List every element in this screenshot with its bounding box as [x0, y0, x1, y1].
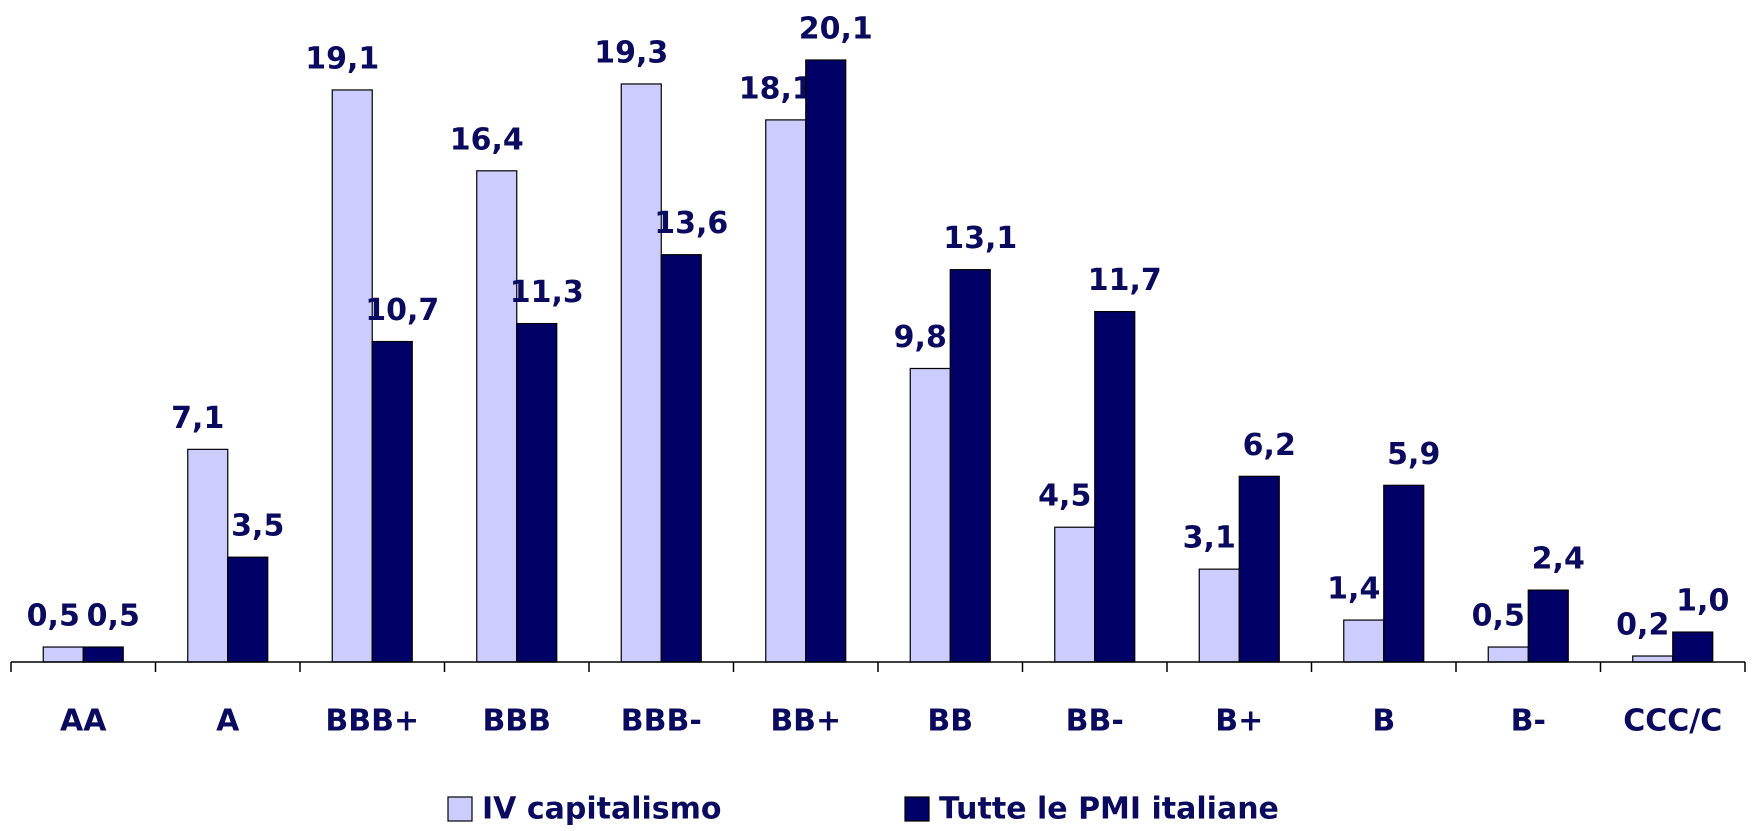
bar	[805, 59, 847, 663]
data-label: 9,8	[894, 320, 947, 355]
legend-label: IV capitalismo	[482, 792, 722, 827]
bar	[909, 367, 951, 663]
data-label: 0,5	[27, 599, 80, 634]
bar	[660, 254, 702, 663]
x-tick-label: CCC/C	[1623, 704, 1722, 739]
data-label: 2,4	[1532, 542, 1585, 577]
x-tick-label: BBB	[482, 704, 551, 739]
bar	[516, 322, 558, 663]
data-label: 20,1	[799, 12, 873, 47]
data-label: 18,1	[739, 71, 813, 106]
x-tick-label: BBB+	[325, 704, 419, 739]
bar	[1632, 655, 1674, 663]
bar	[1238, 475, 1280, 663]
bar	[42, 646, 84, 663]
data-label: 19,1	[305, 41, 379, 76]
data-label: 13,1	[943, 221, 1017, 256]
bar	[1343, 619, 1385, 663]
data-label: 13,6	[654, 206, 728, 241]
data-label: 11,3	[510, 275, 584, 310]
data-label: 0,5	[87, 599, 140, 634]
bar	[1527, 589, 1569, 663]
bar	[1094, 310, 1136, 663]
data-label: 0,5	[1472, 599, 1525, 634]
x-tick-label: BB+	[770, 704, 841, 739]
x-tick-label: A	[216, 704, 240, 739]
bar	[227, 556, 269, 663]
bar	[187, 448, 229, 663]
data-label: 7,1	[171, 401, 224, 436]
bar	[1487, 646, 1529, 663]
bar	[1198, 568, 1240, 663]
x-tick-label: B	[1372, 704, 1395, 739]
bar	[620, 83, 662, 663]
data-label: 11,7	[1088, 263, 1162, 298]
x-tick-label: BB-	[1066, 704, 1124, 739]
legend-swatch	[904, 796, 930, 822]
bar	[1054, 526, 1096, 663]
data-label: 1,0	[1676, 584, 1729, 619]
x-tick-label: B+	[1215, 704, 1263, 739]
x-tick-label: AA	[60, 704, 107, 739]
legend-label: Tutte le PMI italiane	[939, 792, 1279, 827]
x-tick-label: BBB-	[621, 704, 702, 739]
data-label: 19,3	[594, 35, 668, 70]
data-label: 0,2	[1616, 608, 1669, 643]
data-label: 3,1	[1183, 521, 1236, 556]
bar	[476, 170, 518, 663]
x-tick-label: B-	[1511, 704, 1546, 739]
legend-swatch	[447, 796, 473, 822]
bar	[1383, 484, 1425, 663]
data-label: 4,5	[1038, 479, 1091, 514]
data-label: 3,5	[231, 509, 284, 544]
bar	[765, 119, 807, 663]
data-label: 6,2	[1243, 428, 1296, 463]
bar	[371, 340, 413, 663]
x-tick-label: BB	[927, 704, 973, 739]
bar	[331, 89, 373, 663]
data-label: 1,4	[1327, 572, 1380, 607]
bar	[1672, 631, 1714, 663]
bar	[949, 269, 991, 663]
bar	[82, 646, 124, 663]
data-label: 10,7	[365, 293, 439, 328]
data-label: 16,4	[450, 122, 524, 157]
data-label: 5,9	[1387, 437, 1440, 472]
